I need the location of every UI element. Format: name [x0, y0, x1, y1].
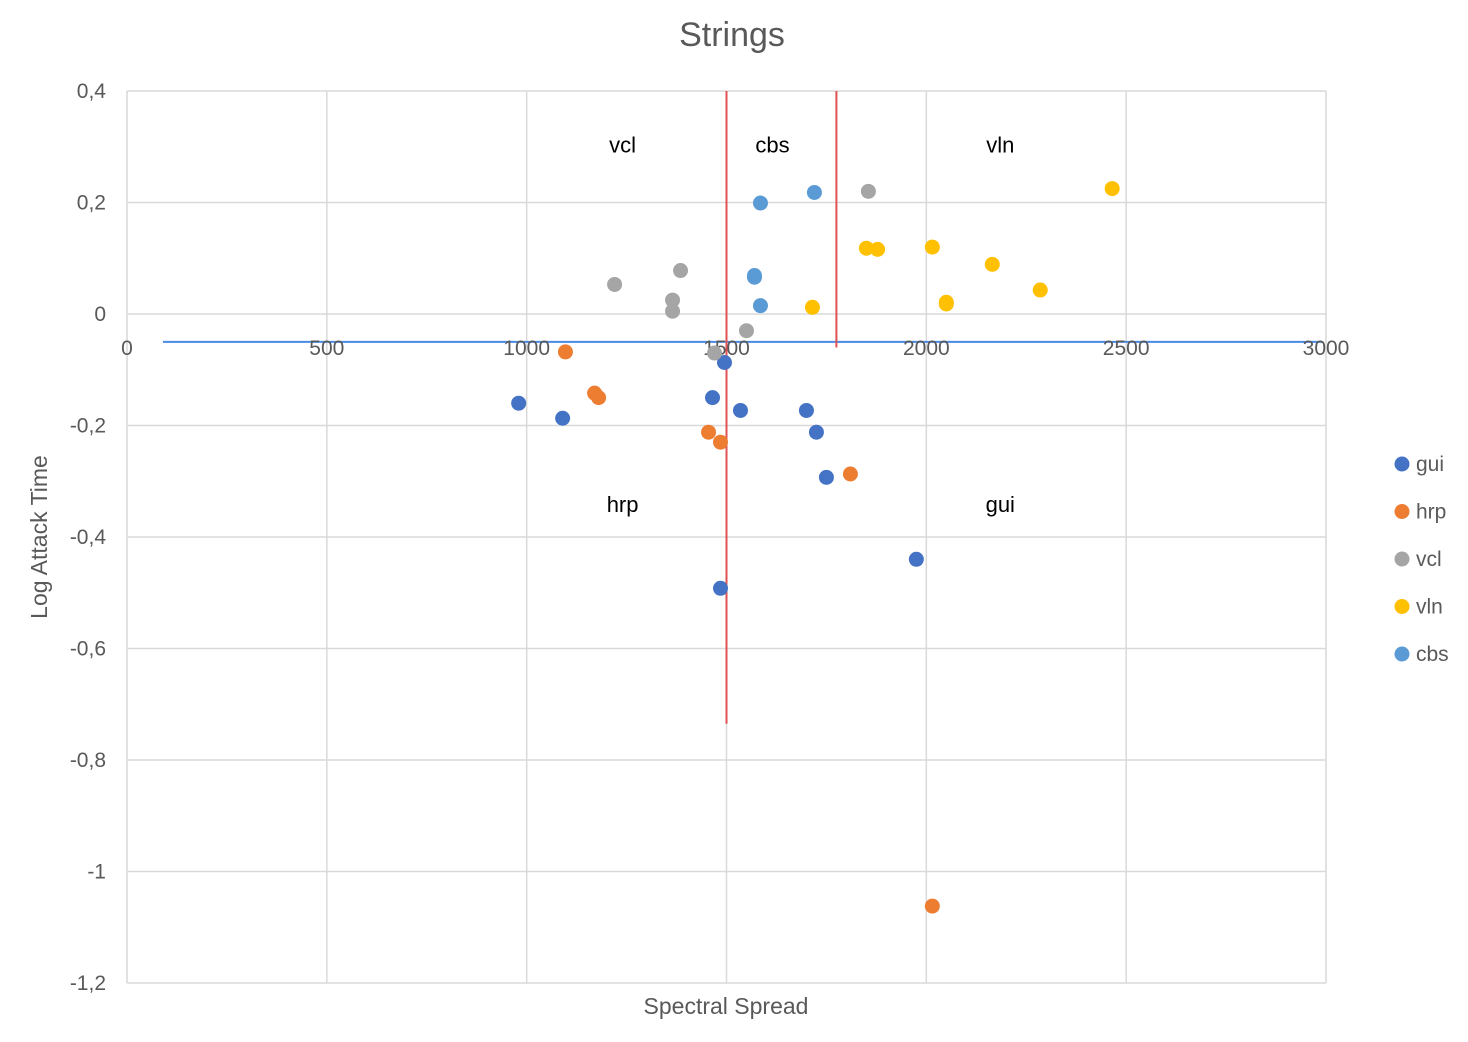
legend-label-cbs: cbs — [1416, 643, 1449, 666]
point-vcl-5 — [707, 345, 723, 361]
point-gui-5 — [798, 402, 814, 418]
point-gui-8 — [908, 551, 924, 567]
legend-label-hrp: hrp — [1416, 501, 1446, 524]
point-gui-1 — [555, 410, 571, 426]
point-cbs-3 — [746, 269, 762, 285]
x-axis-label: Spectral Spread — [644, 993, 809, 1019]
point-vln-2 — [870, 241, 886, 257]
y-axis-label: Log Attack Time — [26, 455, 52, 619]
y-tick-label-4: -0,4 — [70, 526, 107, 549]
legend-marker-vcl — [1394, 551, 1410, 567]
point-hrp-0 — [557, 344, 573, 360]
y-tick-label-8: -1,2 — [70, 972, 106, 995]
point-gui-4 — [732, 402, 748, 418]
point-hrp-4 — [713, 434, 729, 450]
x-tick-label-6: 3000 — [1303, 337, 1350, 360]
y-tick-label-2: 0 — [94, 303, 106, 326]
legend-marker-hrp — [1394, 504, 1410, 519]
point-vln-7 — [938, 296, 954, 312]
region-label-hrp: hrp — [607, 492, 639, 517]
x-tick-label-4: 2000 — [903, 337, 950, 360]
point-vln-4 — [984, 256, 1000, 272]
x-tick-label-2: 1000 — [503, 337, 550, 360]
region-label-cbs: cbs — [755, 132, 789, 157]
point-vln-0 — [1104, 181, 1120, 197]
point-hrp-6 — [924, 898, 940, 914]
point-gui-2 — [717, 355, 733, 371]
point-cbs-1 — [752, 195, 768, 211]
point-vln-1 — [858, 240, 874, 256]
point-vln-3 — [924, 239, 940, 255]
point-gui-3 — [705, 390, 721, 406]
point-vcl-3 — [665, 303, 681, 319]
y-tick-label-1: 0,2 — [77, 192, 106, 215]
point-gui-0 — [511, 395, 527, 411]
point-vcl-1 — [673, 263, 689, 279]
legend: gui hrp vcl vln cbs — [1394, 453, 1449, 666]
point-gui-7 — [818, 469, 834, 485]
point-gui-9 — [713, 580, 729, 596]
x-tick-label-5: 2500 — [1103, 337, 1150, 360]
point-hrp-3 — [701, 424, 717, 440]
legend-marker-gui — [1394, 456, 1410, 472]
region-label-gui: gui — [986, 492, 1015, 517]
x-tick-label-1: 500 — [309, 337, 344, 360]
legend-marker-cbs — [1394, 646, 1410, 662]
point-vcl-0 — [607, 276, 623, 292]
legend-label-vln: vln — [1416, 596, 1443, 619]
y-tick-label-7: -1 — [87, 861, 106, 884]
data-points — [511, 181, 1120, 914]
region-labels: vcl cbs vln hrp gui — [607, 132, 1015, 517]
y-tick-label-6: -0,8 — [70, 749, 106, 772]
point-vcl-6 — [860, 183, 876, 199]
chart-title: Strings — [679, 16, 785, 54]
legend-label-gui: gui — [1416, 453, 1444, 476]
point-vcl-2 — [665, 292, 681, 308]
point-vcl-4 — [738, 323, 754, 339]
tick-labels: 0,40,20-0,2-0,4-0,6-0,8-1-1,20 500 1000 150… — [70, 80, 1350, 995]
point-vln-8 — [804, 299, 820, 315]
point-cbs-0 — [806, 184, 822, 200]
point-hrp-5 — [842, 466, 858, 482]
reference-lines — [162, 91, 1323, 724]
point-hrp-2 — [591, 390, 607, 406]
y-tick-label-3: -0,2 — [70, 415, 106, 438]
region-label-vcl: vcl — [609, 132, 636, 157]
legend-marker-vln — [1394, 599, 1410, 614]
legend-label-vcl: vcl — [1416, 548, 1442, 571]
y-tick-label-5: -0,6 — [70, 638, 106, 661]
region-label-vln: vln — [986, 132, 1014, 157]
y-tick-label-0: 0,4 — [77, 80, 107, 103]
point-cbs-4 — [752, 298, 768, 314]
point-vln-5 — [1032, 282, 1048, 298]
point-gui-6 — [808, 424, 824, 440]
x-tick-label-0: 0 — [121, 337, 133, 360]
